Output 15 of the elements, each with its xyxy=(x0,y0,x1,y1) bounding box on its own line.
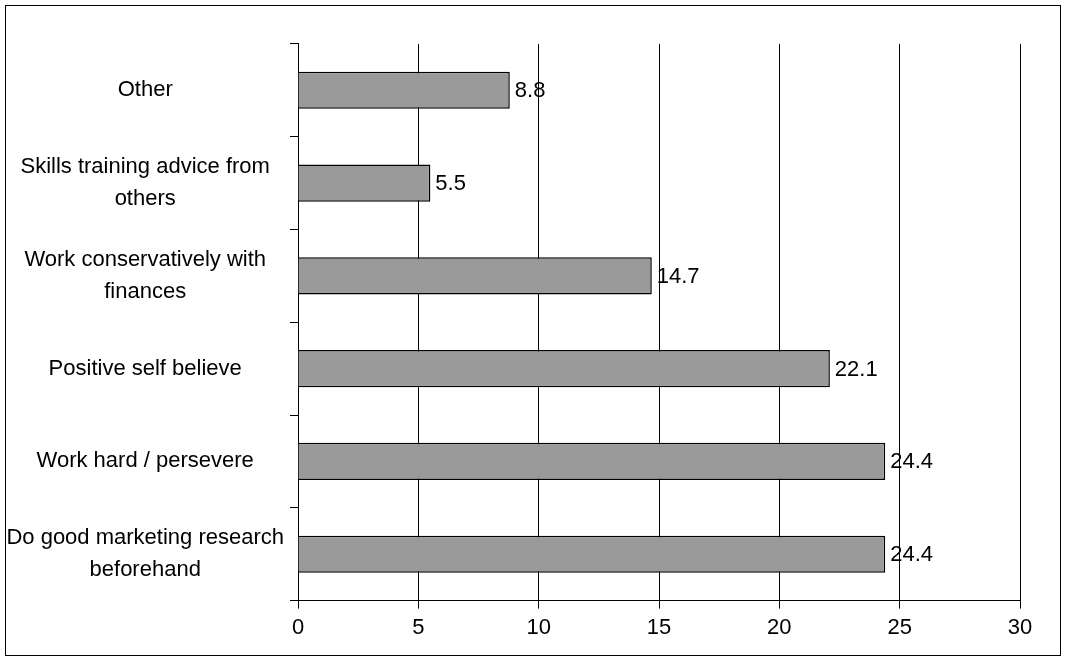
data-label: 22.1 xyxy=(834,355,878,381)
x-tick-label: 10 xyxy=(526,613,551,639)
y-tick-label: Work conservatively with finances xyxy=(24,245,267,303)
x-tick-label: 5 xyxy=(412,613,425,639)
y-tick-label: Skills training advice from others xyxy=(20,153,270,211)
x-tick-label: 30 xyxy=(1007,613,1033,639)
y-tick-label: Work hard / persevere xyxy=(36,447,254,473)
x-tick-label: 20 xyxy=(767,613,792,639)
y-tick-label: Other xyxy=(117,76,173,102)
x-tick-label: 15 xyxy=(646,613,672,639)
data-label: 5.5 xyxy=(435,170,466,196)
x-tick-label: 0 xyxy=(291,613,305,639)
y-tick-label: Positive self believe xyxy=(48,354,242,380)
x-tick-label: 25 xyxy=(887,613,912,639)
y-tick-label: Do good marketing research beforehand xyxy=(6,524,284,582)
